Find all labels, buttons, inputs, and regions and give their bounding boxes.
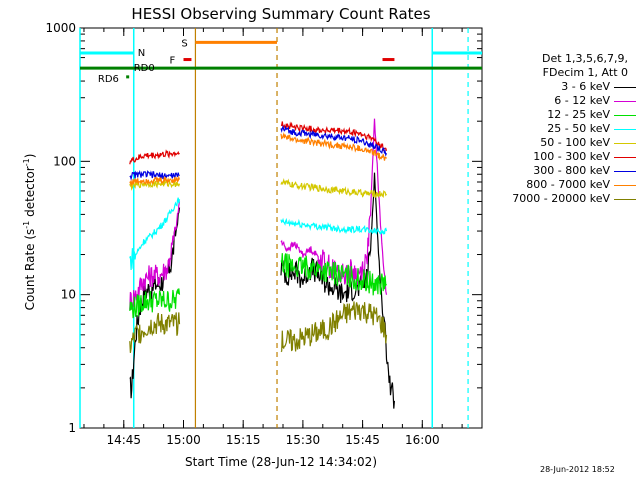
legend-item: 25 - 50 keV: [486, 122, 636, 136]
series-line: [129, 149, 180, 165]
series-line: [280, 124, 388, 157]
legend-swatch: [614, 198, 636, 200]
series-line: [280, 301, 388, 353]
y-label-sup1: -1: [22, 221, 31, 229]
legend-item: 6 - 12 keV: [486, 94, 636, 108]
x-tick-label: 15:30: [286, 433, 321, 447]
chart-title: HESSI Observing Summary Count Rates: [131, 5, 430, 23]
night-label: N: [138, 48, 145, 59]
y-tick-label: 1: [68, 421, 76, 435]
flare-label: F: [169, 56, 175, 67]
series-line: [129, 207, 181, 399]
legend-item-label: 7000 - 20000 keV: [512, 192, 610, 205]
legend-item-label: 800 - 7000 keV: [526, 178, 610, 191]
series-line: [280, 217, 388, 236]
legend-swatch: [614, 156, 636, 158]
svg-text:Count Rate (s-1 detector-1): Count Rate (s-1 detector-1): [22, 154, 37, 311]
x-tick-label: 15:45: [345, 433, 380, 447]
y-tick-label: 100: [53, 154, 76, 168]
rd6-marker: [126, 75, 130, 79]
y-tick-label: 10: [61, 288, 76, 302]
legend-item-label: 6 - 12 keV: [554, 94, 610, 107]
legend: Det 1,3,5,6,7,9, FDecim 1, Att 0 3 - 6 k…: [486, 52, 636, 206]
legend-item-label: 12 - 25 keV: [547, 108, 610, 121]
legend-swatch: [614, 86, 636, 88]
legend-item: 3 - 6 keV: [486, 80, 636, 94]
legend-swatch: [614, 142, 636, 144]
legend-item: 12 - 25 keV: [486, 108, 636, 122]
legend-item: 100 - 300 keV: [486, 150, 636, 164]
legend-header-line1: Det 1,3,5,6,7,9,: [541, 52, 628, 65]
legend-item-label: 3 - 6 keV: [561, 80, 610, 93]
y-label-part2: detector: [23, 166, 37, 221]
legend-swatch: [614, 128, 636, 130]
legend-swatch: [614, 114, 636, 116]
y-tick-label: 1000: [45, 21, 76, 35]
legend-item: 300 - 800 keV: [486, 164, 636, 178]
x-tick-label: 14:45: [106, 433, 141, 447]
y-label-part3: ): [23, 154, 37, 159]
legend-swatch: [614, 184, 636, 186]
legend-swatch: [614, 100, 636, 102]
series-line: [129, 288, 181, 319]
plot-area: 14:45 15:00 15:15 15:30 15:45 16:00 1 10 100 1000…: [45, 21, 483, 447]
series-line: [280, 132, 388, 161]
legend-item-label: 300 - 800 keV: [533, 164, 610, 177]
series-line: [280, 253, 387, 296]
plot-frame: [79, 27, 483, 429]
rd0-label: RD0: [134, 63, 155, 74]
series-line: [129, 170, 180, 181]
y-axis-label: Count Rate (s-1 detector-1): [22, 154, 37, 311]
x-axis-label: Start Time (28-Jun-12 14:34:02): [185, 455, 377, 469]
series-line: [129, 312, 181, 353]
legend-header-line2: FDecim 1, Att 0: [542, 66, 628, 79]
legend-swatch: [614, 170, 636, 172]
series-line: [280, 121, 388, 151]
legend-item-label: 25 - 50 keV: [547, 122, 610, 135]
rd6-label: RD6: [98, 74, 119, 85]
y-label-sup2: -1: [22, 158, 31, 166]
x-tick-label: 16:00: [405, 433, 440, 447]
y-label-part1: Count Rate (s: [23, 229, 37, 311]
x-tick-label: 15:15: [226, 433, 261, 447]
series-line: [129, 201, 181, 310]
legend-item: 7000 - 20000 keV: [486, 192, 636, 206]
legend-item-label: 50 - 100 keV: [540, 136, 610, 149]
legend-item: 50 - 100 keV: [486, 136, 636, 150]
series-line: [280, 177, 388, 199]
timestamp: 28-Jun-2012 18:52: [540, 465, 615, 474]
legend-item-label: 100 - 300 keV: [533, 150, 610, 163]
x-tick-label: 15:00: [166, 433, 201, 447]
legend-item: 800 - 7000 keV: [486, 178, 636, 192]
series-line: [129, 197, 181, 271]
series-line: [129, 175, 181, 187]
saa-label: S: [181, 38, 187, 49]
